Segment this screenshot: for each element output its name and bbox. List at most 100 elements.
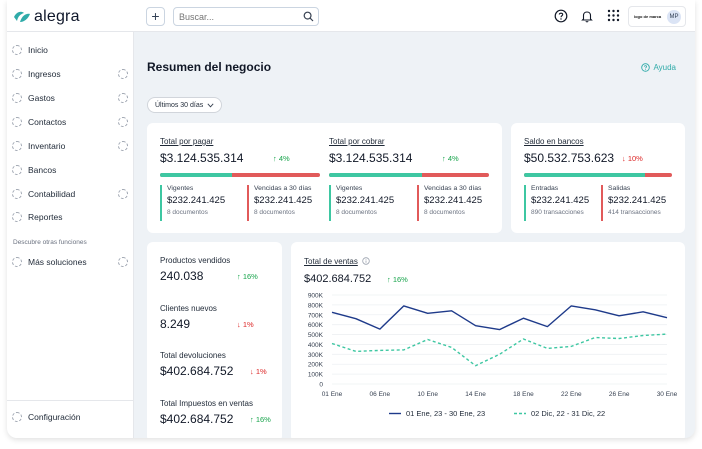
x-tick-label: 30 Ene: [657, 391, 678, 398]
help-circle-icon: [641, 63, 651, 72]
help-icon[interactable]: [554, 9, 568, 23]
y-tick-label: 0: [319, 382, 323, 389]
stat-value: $402.684.752: [160, 412, 234, 426]
sub-label: Entradas: [531, 185, 559, 192]
page-title: Resumen del negocio: [147, 60, 272, 74]
sub-label: Salidas: [608, 185, 631, 192]
sidebar-item-label: Ingresos: [28, 69, 61, 79]
sidebar-divider: [7, 400, 133, 401]
total-de-ventas-link[interactable]: Total de ventas: [304, 257, 358, 266]
x-tick-label: 18 Ene: [513, 391, 534, 398]
filter-label: Últimos 30 días: [155, 101, 204, 109]
x-tick-label: 01 Ene: [322, 391, 343, 398]
brand-name: alegra: [34, 8, 80, 25]
delta-value: 4%: [278, 154, 290, 163]
bell-icon[interactable]: [580, 9, 594, 23]
sidebar-item-label: Inventario: [28, 141, 66, 151]
bancos-bar-fill: [524, 173, 646, 177]
sidebar-item-label: Bancos: [28, 165, 57, 175]
por-pagar-vencidas: Vencidas a 30 días $232.241.425 8 docume…: [247, 185, 312, 221]
gear-icon: [12, 412, 22, 422]
sales-line-chart: 0 100K 200K 300K 400K 500K 600K 700K 800K 900K 01 …: [308, 293, 678, 419]
stat-label: Clientes nuevos: [160, 304, 217, 313]
y-tick-label: 900K: [308, 293, 324, 300]
sidebar-item-label: Gastos: [28, 93, 55, 103]
total-por-cobrar-link[interactable]: Total por cobrar: [329, 137, 385, 146]
sidebar-item-configuracion[interactable]: Configuración: [12, 410, 128, 424]
partner-logo: logo de marca: [634, 14, 662, 19]
saldo-en-bancos-value: $50.532.753.623: [524, 151, 615, 165]
reportes-icon: [12, 212, 22, 222]
contactos-icon: [12, 117, 22, 127]
sub-value: $232.241.425: [167, 195, 226, 206]
inicio-icon: [12, 45, 22, 55]
expand-icon[interactable]: [118, 257, 128, 267]
sidebar-item-label: Reportes: [28, 212, 63, 222]
stat-delta: ↑ 16%: [250, 415, 271, 424]
sidebar-item-reportes[interactable]: Reportes: [12, 210, 128, 224]
expand-icon[interactable]: [118, 189, 128, 199]
sub-value: $232.241.425: [608, 195, 667, 206]
sub-label: Vencidas a 30 días: [424, 185, 482, 192]
por-pagar-bar: [160, 173, 320, 177]
search-box[interactable]: [173, 7, 319, 26]
bank-balance-card: Saldo en bancos $50.532.753.623 ↓ 10% En…: [511, 123, 685, 233]
account-menu[interactable]: logo de marca MP: [628, 6, 686, 27]
sidebar-item-ingresos[interactable]: Ingresos: [12, 67, 128, 81]
stat-value: 240.038: [160, 269, 204, 283]
total-por-cobrar-delta: ↑ 4%: [442, 154, 459, 163]
sidebar-item-inicio[interactable]: Inicio: [12, 43, 128, 57]
sidebar-item-label: Más soluciones: [28, 257, 87, 267]
alegra-logo[interactable]: alegra: [13, 8, 80, 26]
expand-icon[interactable]: [118, 141, 128, 151]
delta-value: 16%: [242, 272, 258, 281]
gastos-icon: [12, 93, 22, 103]
create-button[interactable]: +: [146, 7, 165, 26]
por-cobrar-bar-fill: [329, 173, 422, 177]
help-label: Ayuda: [653, 63, 676, 72]
date-range-filter[interactable]: Últimos 30 días: [147, 97, 223, 113]
search-input[interactable]: [179, 12, 299, 22]
sub-count: 8 documentos: [254, 209, 295, 216]
sidebar-item-inventario[interactable]: Inventario: [12, 139, 128, 153]
bancos-icon: [12, 165, 22, 175]
sales-total-value: $402.684.752: [304, 273, 372, 285]
sales-delta: ↑ 16%: [387, 275, 408, 284]
help-link[interactable]: Ayuda: [641, 63, 676, 72]
sidebar-item-contactos[interactable]: Contactos: [12, 115, 128, 129]
search-icon[interactable]: [303, 11, 314, 22]
stat-delta: ↓ 1%: [237, 320, 254, 329]
legend-entry: 02 Dic, 22 - 31 Dic, 22: [531, 409, 605, 418]
apps-grid-icon[interactable]: [607, 9, 620, 22]
sub-value: $232.241.425: [531, 195, 590, 206]
stat-label: Productos vendidos: [160, 256, 231, 265]
sub-count: 8 documentos: [167, 209, 208, 216]
contabilidad-icon: [12, 189, 22, 199]
sub-value: $232.241.425: [336, 195, 395, 206]
main-content: Resumen del negocio Ayuda Últimos 30 día…: [134, 32, 695, 438]
y-tick-label: 700K: [308, 312, 324, 319]
stats-card: Productos vendidos 240.038 ↑ 16% Cliente…: [147, 242, 282, 438]
sidebar: Inicio Ingresos Gastos Contactos Inventa…: [7, 32, 134, 438]
sidebar-item-bancos[interactable]: Bancos: [12, 163, 128, 177]
mas-soluciones-icon: [12, 257, 22, 267]
saldo-en-bancos-link[interactable]: Saldo en bancos: [524, 137, 584, 146]
chevron-down-icon: [207, 102, 214, 107]
por-cobrar-bar: [329, 173, 489, 177]
sidebar-item-contabilidad[interactable]: Contabilidad: [12, 187, 128, 201]
total-por-pagar-link[interactable]: Total por pagar: [160, 137, 214, 146]
avatar[interactable]: MP: [667, 10, 681, 24]
expand-icon[interactable]: [118, 69, 128, 79]
expand-icon[interactable]: [118, 117, 128, 127]
x-tick-label: 26 Ene: [609, 391, 630, 398]
delta-value: 1%: [255, 367, 267, 376]
stat-delta: ↑ 16%: [237, 272, 258, 281]
saldo-en-bancos-delta: ↓ 10%: [622, 154, 643, 163]
expand-icon[interactable]: [118, 93, 128, 103]
series-line-current: [331, 305, 668, 331]
sidebar-item-gastos[interactable]: Gastos: [12, 91, 128, 105]
stat-label: Total devoluciones: [160, 351, 226, 360]
y-tick-label: 500K: [308, 332, 324, 339]
sidebar-item-mas-soluciones[interactable]: Más soluciones: [12, 255, 128, 269]
info-icon[interactable]: [362, 257, 370, 265]
